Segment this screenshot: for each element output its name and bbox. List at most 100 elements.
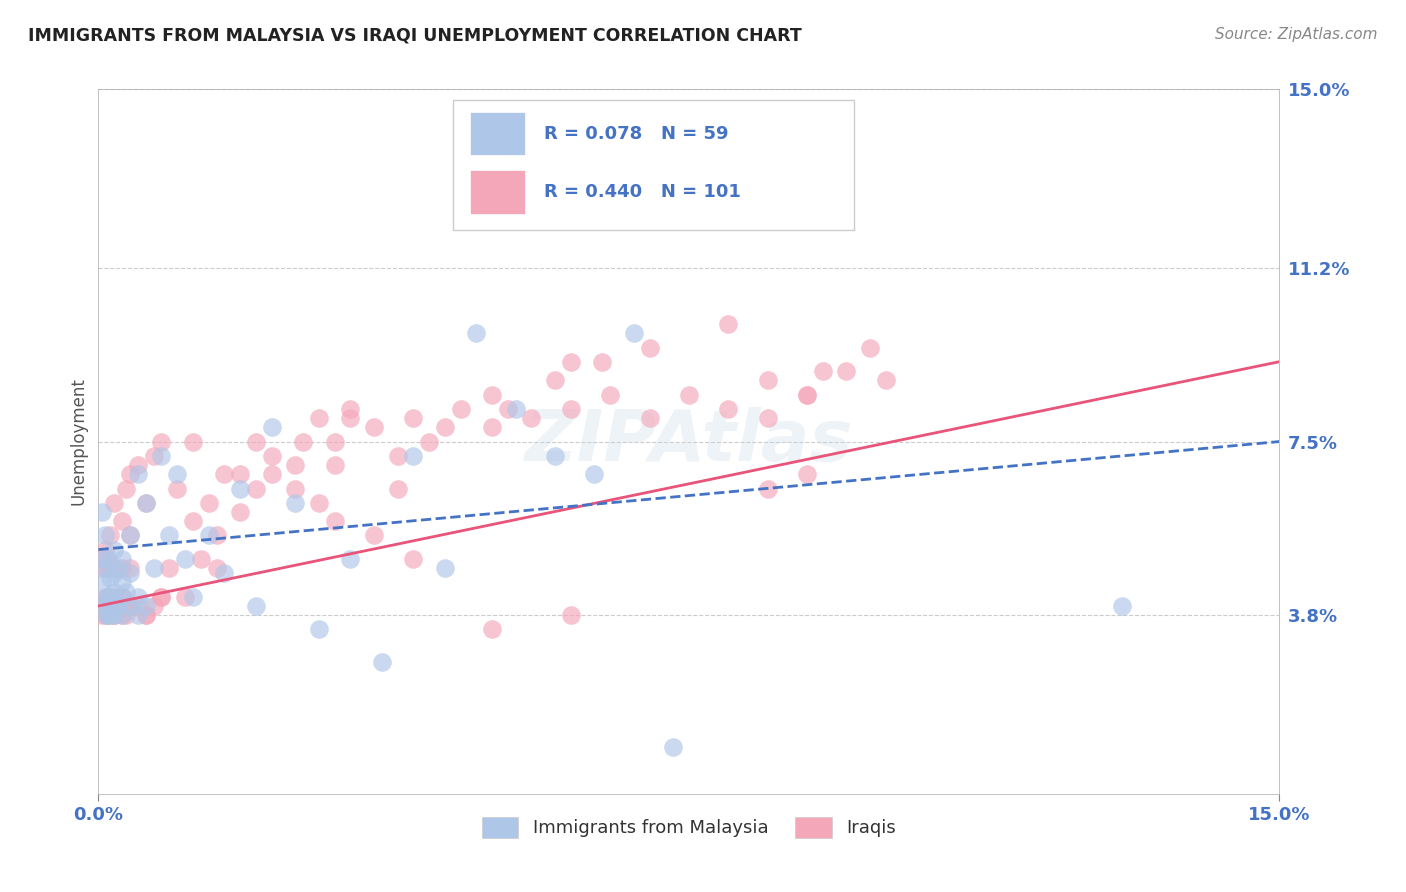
Point	[371, 656, 394, 670]
Point	[205, 561, 228, 575]
Point	[796, 467, 818, 482]
Point	[638, 341, 661, 355]
Point	[96, 590, 118, 604]
Point	[98, 571, 121, 585]
Point	[118, 599, 141, 613]
Point	[214, 467, 236, 482]
Point	[135, 495, 157, 509]
Point	[103, 585, 125, 599]
Point	[481, 623, 503, 637]
Point	[97, 590, 120, 604]
Text: IMMIGRANTS FROM MALAYSIA VS IRAQI UNEMPLOYMENT CORRELATION CHART: IMMIGRANTS FROM MALAYSIA VS IRAQI UNEMPL…	[28, 27, 801, 45]
Point	[197, 528, 219, 542]
Point	[284, 482, 307, 496]
Point	[127, 467, 149, 482]
Point	[560, 608, 582, 623]
Point	[135, 599, 157, 613]
Point	[323, 515, 346, 529]
Point	[91, 575, 114, 590]
Point	[96, 608, 118, 623]
Point	[544, 374, 567, 388]
FancyBboxPatch shape	[471, 170, 524, 214]
Point	[135, 608, 157, 623]
Point	[339, 552, 361, 566]
Point	[284, 495, 307, 509]
Point	[245, 434, 267, 449]
Point	[174, 552, 197, 566]
Point	[662, 739, 685, 754]
Point	[181, 590, 204, 604]
Point	[678, 387, 700, 401]
Text: ZIPAtlas: ZIPAtlas	[524, 407, 853, 476]
Point	[229, 467, 252, 482]
Point	[197, 495, 219, 509]
Point	[481, 387, 503, 401]
Point	[103, 608, 125, 623]
Point	[756, 411, 779, 425]
Point	[96, 552, 118, 566]
Point	[205, 528, 228, 542]
Point	[245, 599, 267, 613]
Point	[166, 467, 188, 482]
Point	[111, 608, 134, 623]
Point	[623, 326, 645, 341]
Point	[93, 542, 115, 557]
Point	[127, 590, 149, 604]
Point	[363, 420, 385, 434]
Point	[103, 495, 125, 509]
Point	[135, 608, 157, 623]
Point	[402, 449, 425, 463]
Point	[91, 552, 114, 566]
Text: Source: ZipAtlas.com: Source: ZipAtlas.com	[1215, 27, 1378, 42]
Point	[97, 608, 120, 623]
FancyBboxPatch shape	[471, 112, 524, 155]
FancyBboxPatch shape	[453, 100, 855, 230]
Point	[91, 505, 114, 519]
Point	[118, 467, 141, 482]
Point	[190, 552, 212, 566]
Y-axis label: Unemployment: Unemployment	[69, 377, 87, 506]
Text: R = 0.078   N = 59: R = 0.078 N = 59	[544, 125, 728, 143]
Point	[496, 401, 519, 416]
Point	[418, 434, 440, 449]
Point	[245, 482, 267, 496]
Point	[91, 561, 114, 575]
Point	[93, 599, 115, 613]
Point	[97, 552, 120, 566]
Point	[599, 387, 621, 401]
Point	[111, 561, 134, 575]
Point	[150, 590, 173, 604]
Point	[127, 599, 149, 613]
Point	[181, 434, 204, 449]
Point	[214, 566, 236, 580]
Point	[98, 608, 121, 623]
Point	[505, 401, 527, 416]
Point	[142, 561, 165, 575]
Point	[97, 608, 120, 623]
Point	[96, 590, 118, 604]
Point	[93, 528, 115, 542]
Point	[284, 458, 307, 472]
Point	[157, 528, 180, 542]
Point	[103, 590, 125, 604]
Point	[520, 411, 543, 425]
Point	[98, 590, 121, 604]
Point	[98, 599, 121, 613]
Point	[157, 561, 180, 575]
Point	[103, 608, 125, 623]
Point	[111, 590, 134, 604]
Point	[98, 599, 121, 613]
Point	[583, 467, 606, 482]
Point	[115, 608, 138, 623]
Point	[308, 495, 330, 509]
Point	[229, 482, 252, 496]
Point	[811, 364, 834, 378]
Point	[107, 561, 129, 575]
Point	[402, 552, 425, 566]
Point	[859, 341, 882, 355]
Point	[481, 420, 503, 434]
Point	[323, 434, 346, 449]
Point	[308, 411, 330, 425]
Point	[150, 434, 173, 449]
Point	[118, 566, 141, 580]
